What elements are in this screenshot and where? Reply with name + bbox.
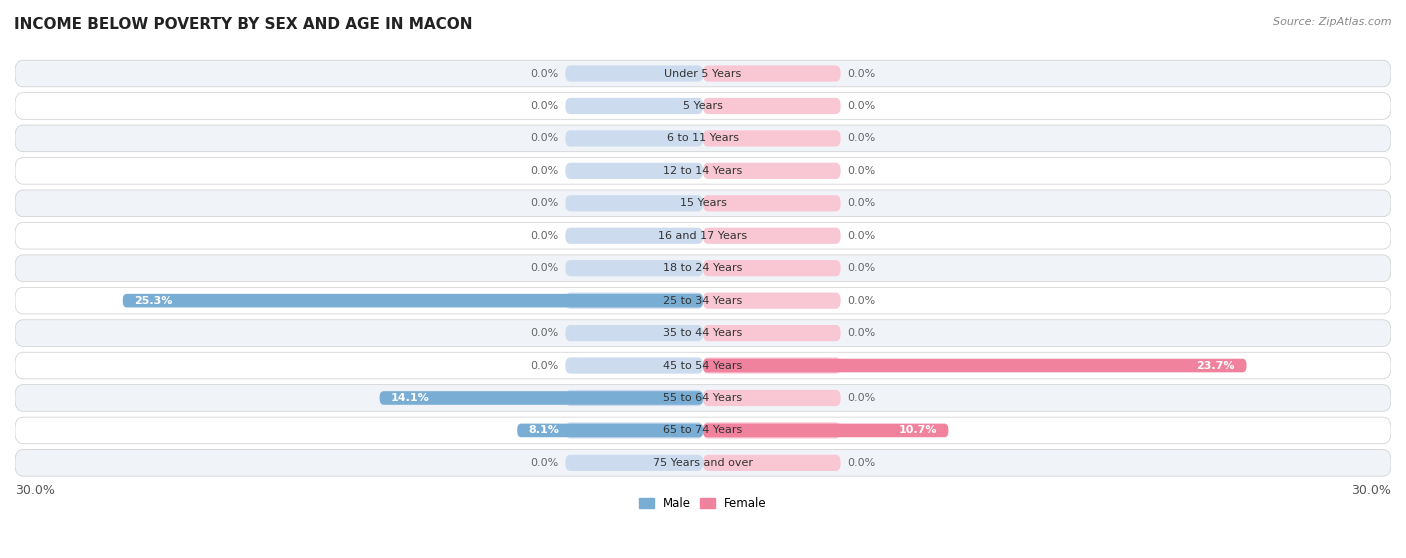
FancyBboxPatch shape [703,358,841,374]
FancyBboxPatch shape [703,292,841,309]
FancyBboxPatch shape [703,65,841,81]
Text: 0.0%: 0.0% [848,328,876,338]
Text: 30.0%: 30.0% [1351,484,1391,497]
FancyBboxPatch shape [122,294,703,307]
Text: 0.0%: 0.0% [530,458,558,468]
FancyBboxPatch shape [565,163,703,179]
FancyBboxPatch shape [15,190,1391,217]
Text: 0.0%: 0.0% [848,166,876,176]
FancyBboxPatch shape [703,455,841,471]
FancyBboxPatch shape [15,320,1391,347]
Text: 0.0%: 0.0% [530,263,558,273]
FancyBboxPatch shape [15,417,1391,444]
Text: 0.0%: 0.0% [848,198,876,208]
FancyBboxPatch shape [703,228,841,244]
Text: 14.1%: 14.1% [391,393,430,403]
FancyBboxPatch shape [380,391,703,405]
Text: 35 to 44 Years: 35 to 44 Years [664,328,742,338]
FancyBboxPatch shape [703,163,841,179]
Text: 10.7%: 10.7% [898,425,936,435]
FancyBboxPatch shape [15,384,1391,411]
Text: 0.0%: 0.0% [530,101,558,111]
Text: 6 to 11 Years: 6 to 11 Years [666,133,740,143]
Text: 0.0%: 0.0% [530,231,558,240]
FancyBboxPatch shape [15,255,1391,281]
Text: 0.0%: 0.0% [848,69,876,79]
FancyBboxPatch shape [15,450,1391,476]
Legend: Male, Female: Male, Female [634,493,772,515]
Text: 0.0%: 0.0% [848,231,876,240]
Text: 0.0%: 0.0% [530,133,558,143]
Text: 25.3%: 25.3% [134,296,173,306]
Text: 16 and 17 Years: 16 and 17 Years [658,231,748,240]
Text: 0.0%: 0.0% [530,328,558,338]
Text: 8.1%: 8.1% [529,425,560,435]
Text: 0.0%: 0.0% [848,393,876,403]
Text: 0.0%: 0.0% [848,101,876,111]
Text: 23.7%: 23.7% [1197,360,1234,371]
FancyBboxPatch shape [565,422,703,439]
FancyBboxPatch shape [15,93,1391,119]
Text: Under 5 Years: Under 5 Years [665,69,741,79]
FancyBboxPatch shape [565,390,703,406]
Text: 0.0%: 0.0% [848,133,876,143]
Text: 30.0%: 30.0% [15,484,55,497]
Text: Source: ZipAtlas.com: Source: ZipAtlas.com [1274,17,1392,27]
FancyBboxPatch shape [703,390,841,406]
Text: 65 to 74 Years: 65 to 74 Years [664,425,742,435]
FancyBboxPatch shape [517,424,703,437]
Text: 0.0%: 0.0% [848,296,876,306]
FancyBboxPatch shape [703,195,841,211]
Text: 18 to 24 Years: 18 to 24 Years [664,263,742,273]
Text: 0.0%: 0.0% [530,198,558,208]
Text: INCOME BELOW POVERTY BY SEX AND AGE IN MACON: INCOME BELOW POVERTY BY SEX AND AGE IN M… [14,17,472,32]
FancyBboxPatch shape [703,424,949,437]
FancyBboxPatch shape [15,60,1391,87]
FancyBboxPatch shape [703,131,841,147]
FancyBboxPatch shape [565,260,703,276]
FancyBboxPatch shape [565,98,703,114]
FancyBboxPatch shape [565,195,703,211]
FancyBboxPatch shape [15,125,1391,152]
FancyBboxPatch shape [565,131,703,147]
FancyBboxPatch shape [703,359,1247,372]
FancyBboxPatch shape [703,325,841,341]
Text: 25 to 34 Years: 25 to 34 Years [664,296,742,306]
Text: 15 Years: 15 Years [679,198,727,208]
Text: 55 to 64 Years: 55 to 64 Years [664,393,742,403]
FancyBboxPatch shape [15,287,1391,314]
FancyBboxPatch shape [703,260,841,276]
FancyBboxPatch shape [703,422,841,439]
FancyBboxPatch shape [15,157,1391,184]
Text: 5 Years: 5 Years [683,101,723,111]
FancyBboxPatch shape [703,98,841,114]
Text: 0.0%: 0.0% [530,166,558,176]
Text: 0.0%: 0.0% [848,263,876,273]
Text: 0.0%: 0.0% [848,458,876,468]
FancyBboxPatch shape [565,228,703,244]
FancyBboxPatch shape [565,358,703,374]
Text: 12 to 14 Years: 12 to 14 Years [664,166,742,176]
Text: 0.0%: 0.0% [530,69,558,79]
Text: 45 to 54 Years: 45 to 54 Years [664,360,742,371]
Text: 75 Years and over: 75 Years and over [652,458,754,468]
Text: 0.0%: 0.0% [530,360,558,371]
FancyBboxPatch shape [565,292,703,309]
FancyBboxPatch shape [565,65,703,81]
FancyBboxPatch shape [565,455,703,471]
FancyBboxPatch shape [15,223,1391,249]
FancyBboxPatch shape [565,325,703,341]
FancyBboxPatch shape [15,352,1391,379]
